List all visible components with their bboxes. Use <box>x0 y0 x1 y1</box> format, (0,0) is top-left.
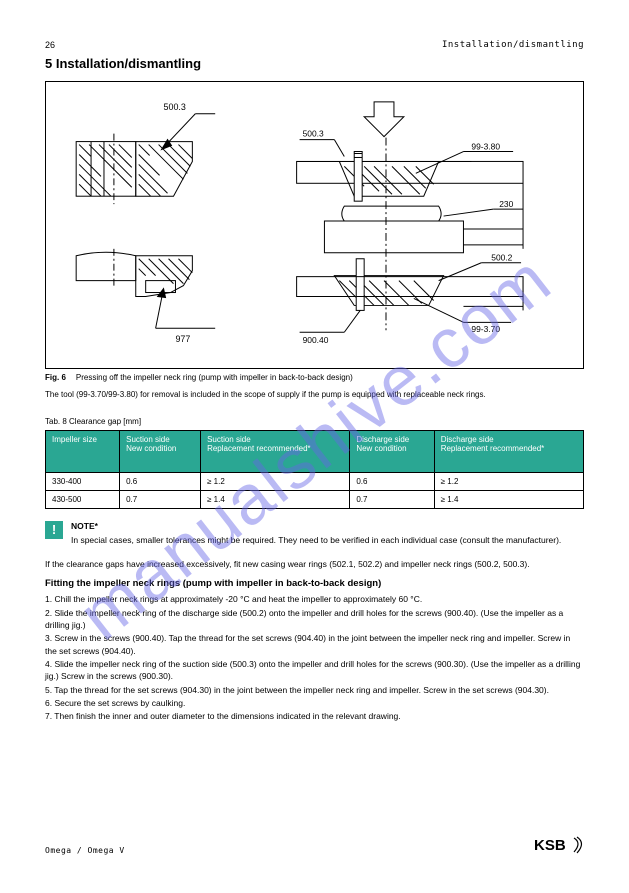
figure-caption: Fig. 6 Pressing off the impeller neck ri… <box>45 373 584 382</box>
table-row: 430-500 0.7 ≥ 1.4 0.7 ≥ 1.4 <box>46 490 584 508</box>
technical-figure: 500.3 977 <box>45 81 584 369</box>
cell: 430-500 <box>46 490 120 508</box>
note-block: ! NOTE* In special cases, smaller tolera… <box>45 521 584 547</box>
figure-caption-text: Pressing off the impeller neck ring (pum… <box>76 373 353 382</box>
th-rep-1: Suction sideReplacement recommended* <box>201 430 350 472</box>
cell: ≥ 1.4 <box>434 490 583 508</box>
table-title: Tab. 8 Clearance gap [mm] <box>45 417 584 426</box>
note-text: In special cases, smaller tolerances mig… <box>71 535 561 547</box>
step-item: 7. Then finish the inner and outer diame… <box>45 710 584 722</box>
footer-product-name: Omega / Omega V <box>45 846 125 855</box>
page-header: 26 Installation/dismantling <box>45 40 584 50</box>
page-number: 26 <box>45 40 55 50</box>
th-rep-2: Discharge sideReplacement recommended* <box>434 430 583 472</box>
step-item: 1. Chill the impeller neck rings at appr… <box>45 593 584 605</box>
table-row: 330-400 0.6 ≥ 1.2 0.6 ≥ 1.2 <box>46 472 584 490</box>
fig-label-977: 977 <box>175 334 190 344</box>
cell: 0.6 <box>120 472 201 490</box>
step-item: 5. Tap the thread for the set screws (90… <box>45 684 584 696</box>
footer-logo: KSB <box>534 835 584 855</box>
fig-label-5003-a: 500.3 <box>164 102 186 112</box>
figure-number: Fig. 6 <box>45 373 66 382</box>
cell: 0.6 <box>350 472 434 490</box>
step-item: 4. Slide the impeller neck ring of the s… <box>45 658 584 683</box>
fig-label-r0: 500.3 <box>303 129 324 139</box>
step-item: 2. Slide the impeller neck ring of the d… <box>45 607 584 632</box>
note-icon: ! <box>45 521 63 539</box>
cell: ≥ 1.4 <box>201 490 350 508</box>
fig-label-r5: 99-3.70 <box>471 324 500 334</box>
svg-text:KSB: KSB <box>534 837 566 854</box>
page-footer: Omega / Omega V KSB <box>45 835 584 855</box>
steps-list: 1. Chill the impeller neck rings at appr… <box>45 593 584 722</box>
note-heading: NOTE* <box>71 521 561 533</box>
cell: 0.7 <box>120 490 201 508</box>
header-section-label: Installation/dismantling <box>442 40 584 50</box>
page-container: 26 Installation/dismantling 5 Installati… <box>0 0 629 764</box>
subheading: Fitting the impeller neck rings (pump wi… <box>45 578 584 589</box>
cell: 0.7 <box>350 490 434 508</box>
clearance-table: Impeller size Suction sideNew condition … <box>45 430 584 509</box>
th-new-1: Suction sideNew condition <box>120 430 201 472</box>
th-impeller-size: Impeller size <box>46 430 120 472</box>
cell: ≥ 1.2 <box>434 472 583 490</box>
figure-legend: The tool (99-3.70/99-3.80) for removal i… <box>45 390 584 401</box>
cell: ≥ 1.2 <box>201 472 350 490</box>
body-paragraph: If the clearance gaps have increased exc… <box>45 559 584 571</box>
cell: 330-400 <box>46 472 120 490</box>
note-body: NOTE* In special cases, smaller toleranc… <box>71 521 561 547</box>
fig-label-r4: 900.40 <box>303 335 329 345</box>
fig-label-r2: 230 <box>499 199 513 209</box>
fig-label-r3: 500.2 <box>491 253 512 263</box>
section-title: 5 Installation/dismantling <box>45 56 584 71</box>
fig-label-r1: 99-3.80 <box>471 142 500 152</box>
th-new-2: Discharge sideNew condition <box>350 430 434 472</box>
step-item: 6. Secure the set screws by caulking. <box>45 697 584 709</box>
figure-svg: 500.3 977 <box>46 82 583 368</box>
step-item: 3. Screw in the screws (900.40). Tap the… <box>45 632 584 657</box>
